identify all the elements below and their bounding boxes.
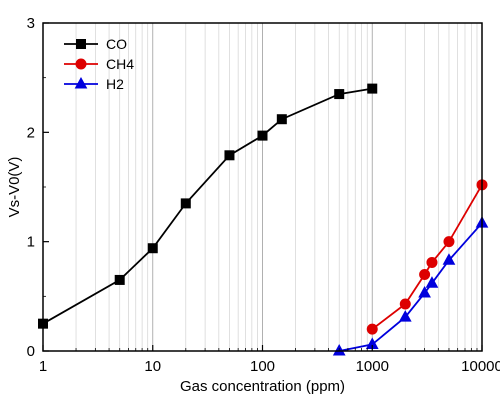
data-point-h2 [398,310,412,322]
series-group [38,83,489,356]
series-co [38,83,378,329]
data-point-ch4 [366,323,378,335]
legend-marker-h2 [74,76,88,89]
x-tick-label: 1 [39,358,47,375]
x-tick-label: 100 [250,358,275,375]
legend-marker-ch4 [75,58,87,70]
data-point-co [257,130,268,141]
y-tick-label: 2 [27,124,35,141]
data-point-ch4 [443,236,455,248]
x-axis-label: Gas concentration (ppm) [180,378,345,395]
series-line-h2 [339,222,483,352]
data-point-co [334,89,345,100]
legend-marker-co [76,39,86,49]
y-tick-label: 1 [27,234,35,251]
data-point-co [276,114,287,125]
data-point-h2 [418,286,431,298]
series-line-co [42,87,373,325]
x-tick-label: 1000 [356,358,389,375]
data-point-co [114,274,125,285]
data-point-co [367,83,378,94]
data-point-ch4 [419,268,431,280]
data-point-ch4 [426,256,438,268]
series-ch4 [366,179,488,335]
x-tick-label: 10000 [461,358,500,375]
series-h2 [332,216,489,356]
legend-label-co: CO [106,36,127,52]
series-line-ch4 [371,184,483,330]
y-tick-label: 0 [27,343,35,360]
data-point-h2 [442,253,456,265]
data-point-co [180,198,191,209]
data-point-co [147,243,158,254]
legend: CO CH4 H2 [64,36,134,92]
data-point-ch4 [399,298,411,310]
legend-label-ch4: CH4 [106,56,134,72]
x-tick-label: 10 [144,358,161,375]
legend-label-h2: H2 [106,76,124,92]
y-tick-label: 3 [27,15,35,32]
y-axis-label: Vs-V0(V) [6,157,23,218]
data-point-h2 [425,276,439,288]
data-point-co [224,150,235,161]
